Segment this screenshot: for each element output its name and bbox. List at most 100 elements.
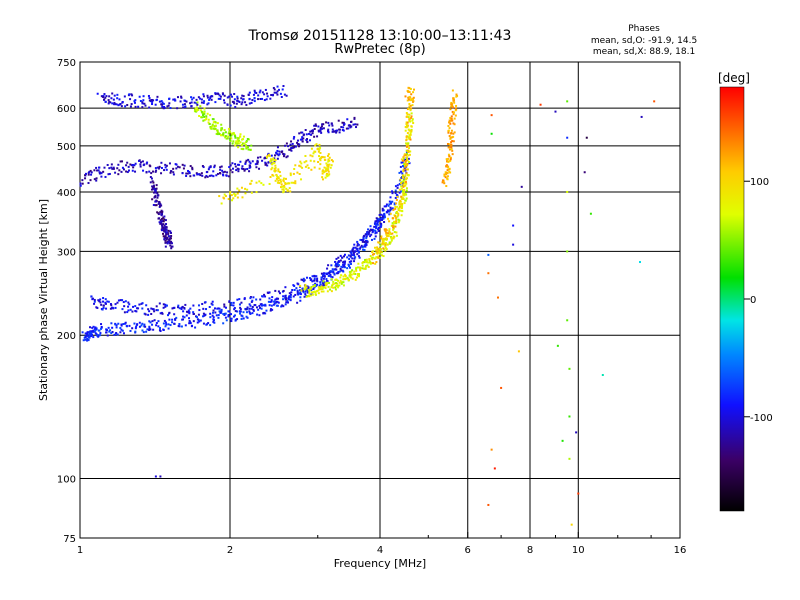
data-point — [338, 260, 341, 263]
data-point — [169, 171, 172, 174]
data-point — [188, 311, 191, 314]
data-point — [402, 156, 405, 159]
data-point — [224, 306, 227, 309]
data-point — [325, 167, 328, 170]
data-point — [401, 205, 404, 208]
data-point — [160, 220, 163, 223]
data-point — [405, 172, 408, 175]
data-point — [238, 189, 241, 192]
data-point — [399, 190, 402, 193]
data-point — [200, 116, 203, 119]
data-point — [141, 322, 144, 325]
x-tick-label: 1 — [77, 545, 83, 556]
data-point — [162, 226, 165, 229]
data-point — [110, 322, 113, 325]
data-point — [399, 182, 402, 185]
data-point — [356, 266, 359, 269]
data-point — [282, 152, 285, 155]
data-point — [212, 309, 215, 312]
data-point — [448, 170, 451, 173]
data-point — [365, 258, 368, 261]
data-point — [319, 159, 322, 162]
data-point — [218, 94, 221, 97]
data-point — [159, 327, 162, 330]
data-point — [207, 102, 210, 105]
data-point — [115, 331, 118, 334]
data-point — [248, 91, 251, 94]
data-point — [402, 165, 405, 168]
data-point — [335, 278, 338, 281]
data-point — [238, 298, 241, 301]
data-point — [135, 310, 138, 313]
data-point — [342, 126, 345, 129]
data-point — [81, 182, 84, 185]
data-point — [258, 91, 261, 94]
data-point — [321, 176, 324, 179]
data-point — [195, 107, 198, 110]
data-point — [322, 123, 325, 126]
data-point — [97, 299, 100, 302]
data-point — [197, 304, 200, 307]
data-point — [311, 293, 314, 296]
data-point — [138, 321, 141, 324]
data-point — [330, 286, 333, 289]
data-point — [337, 279, 340, 282]
data-point — [379, 244, 382, 247]
data-point — [98, 166, 101, 169]
data-point — [142, 331, 145, 334]
data-point — [453, 123, 456, 126]
data-point — [231, 162, 234, 165]
data-point — [568, 457, 571, 460]
data-point — [153, 310, 156, 313]
data-point — [352, 272, 355, 275]
data-point — [452, 132, 455, 135]
data-point — [449, 158, 452, 161]
data-point — [87, 339, 90, 342]
data-point — [162, 306, 165, 309]
data-point — [218, 307, 221, 310]
data-point — [392, 226, 395, 229]
data-point — [264, 156, 267, 159]
data-point — [408, 102, 411, 105]
data-point — [196, 173, 199, 176]
data-point — [408, 105, 411, 108]
data-point — [349, 274, 352, 277]
data-point — [447, 131, 450, 134]
data-point — [337, 270, 340, 273]
data-point — [197, 313, 200, 316]
data-point — [450, 143, 453, 146]
data-point — [268, 297, 271, 300]
phase-stats-title: Phases — [628, 24, 660, 34]
data-point — [353, 116, 356, 119]
data-point — [335, 272, 338, 275]
data-point — [342, 263, 345, 266]
data-point — [150, 307, 153, 310]
data-point — [149, 99, 152, 102]
data-point — [117, 173, 120, 176]
data-point — [276, 181, 279, 184]
data-point — [84, 335, 87, 338]
data-point — [107, 326, 110, 329]
data-point — [282, 298, 285, 301]
data-point — [165, 323, 168, 326]
data-point — [118, 98, 121, 101]
data-point — [395, 234, 398, 237]
data-point — [275, 152, 278, 155]
data-point — [234, 106, 237, 109]
data-point — [407, 90, 410, 93]
data-point — [257, 98, 260, 101]
data-point — [384, 237, 387, 240]
data-point — [248, 160, 251, 163]
data-point — [292, 137, 295, 140]
data-point — [114, 306, 117, 309]
data-point — [155, 98, 158, 101]
data-point — [405, 168, 408, 171]
data-point — [360, 239, 363, 242]
data-point — [319, 281, 322, 284]
data-point — [148, 327, 151, 330]
data-point — [199, 109, 202, 112]
data-point — [133, 101, 136, 104]
data-point — [113, 101, 116, 104]
data-point — [319, 163, 322, 166]
data-point — [129, 163, 132, 166]
